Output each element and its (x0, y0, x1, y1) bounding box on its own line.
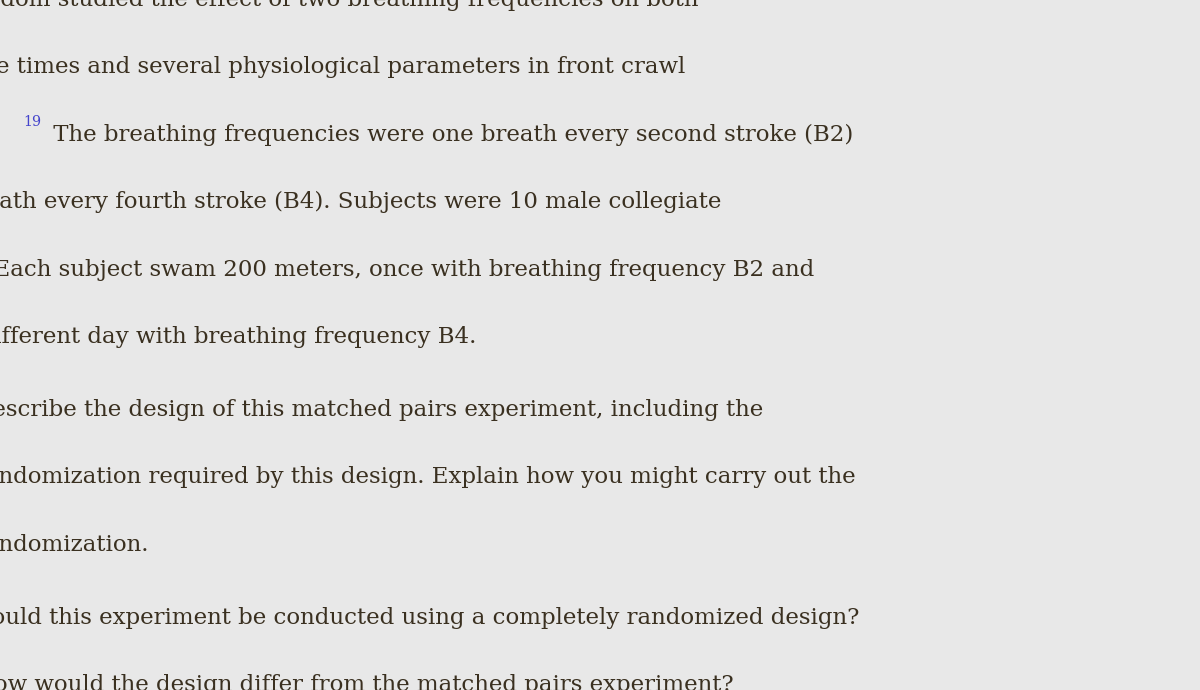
Text: randomization.: randomization. (0, 534, 149, 556)
Text: Describe the design of this matched pairs experiment, including the: Describe the design of this matched pair… (0, 399, 763, 421)
Text: once on a different day with breathing frequency B4.: once on a different day with breathing f… (0, 326, 476, 348)
Text: 19: 19 (23, 115, 41, 128)
Text: United Kingdom studied the effect of two breathing frequencies on both: United Kingdom studied the effect of two… (0, 0, 698, 10)
Text: performance times and several physiological parameters in front crawl: performance times and several physiologi… (0, 56, 685, 78)
Text: Could this experiment be conducted using a completely randomized design?: Could this experiment be conducted using… (0, 607, 859, 629)
Text: and one breath every fourth stroke (B4). Subjects were 10 male collegiate: and one breath every fourth stroke (B4).… (0, 191, 721, 213)
Text: The breathing frequencies were one breath every second stroke (B2): The breathing frequencies were one breat… (47, 124, 853, 146)
Text: How would the design differ from the matched pairs experiment?: How would the design differ from the mat… (0, 674, 734, 690)
Text: swimmers. Each subject swam 200 meters, once with breathing frequency B2 and: swimmers. Each subject swam 200 meters, … (0, 259, 814, 281)
Text: randomization required by this design. Explain how you might carry out the: randomization required by this design. E… (0, 466, 856, 489)
